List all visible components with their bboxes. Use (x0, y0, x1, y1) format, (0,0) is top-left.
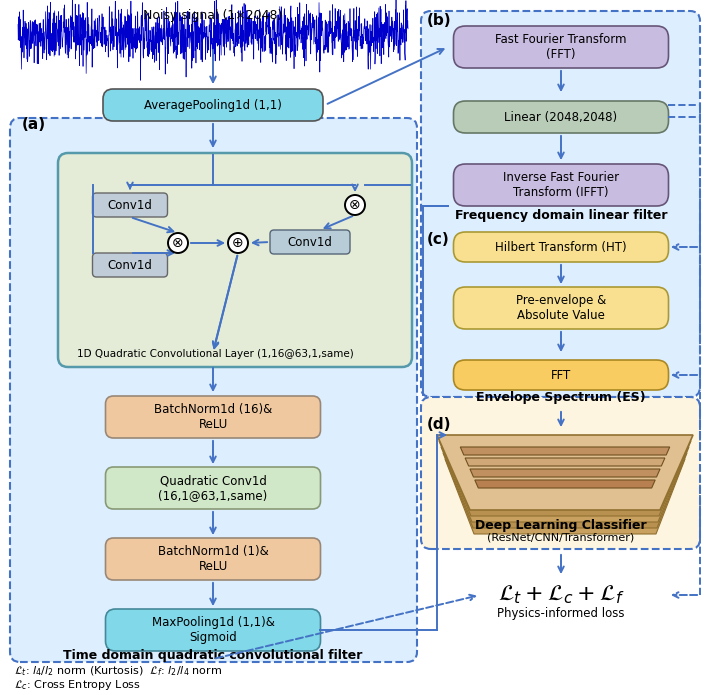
Text: ⊗: ⊗ (172, 236, 184, 250)
Text: Time domain quadratic convolutional filter: Time domain quadratic convolutional filt… (64, 648, 363, 662)
Text: $\mathcal{L}_t$: $l_4/l_2$ norm (Kurtosis)  $\mathcal{L}_f$: $l_2/l_4$ norm: $\mathcal{L}_t$: $l_4/l_2$ norm (Kurtosi… (14, 664, 222, 678)
FancyBboxPatch shape (421, 397, 700, 549)
FancyBboxPatch shape (10, 118, 417, 662)
Text: Quadratic Conv1d
(16,1@63,1,same): Quadratic Conv1d (16,1@63,1,same) (158, 474, 268, 502)
Text: Conv1d: Conv1d (107, 259, 152, 272)
Text: Deep Learning Classifier: Deep Learning Classifier (475, 518, 647, 532)
Text: Noisy signal (1×2048): Noisy signal (1×2048) (143, 8, 282, 22)
Text: $\mathcal{L}_c$: Cross Entropy Loss: $\mathcal{L}_c$: Cross Entropy Loss (14, 678, 141, 692)
Polygon shape (465, 458, 665, 466)
Text: (ResNet/CNN/Transformer): (ResNet/CNN/Transformer) (487, 533, 635, 543)
Polygon shape (443, 453, 687, 528)
FancyBboxPatch shape (105, 467, 321, 509)
FancyBboxPatch shape (270, 230, 350, 254)
Text: Envelope Spectrum (ES): Envelope Spectrum (ES) (476, 391, 646, 404)
FancyBboxPatch shape (105, 396, 321, 438)
Circle shape (228, 233, 248, 253)
Text: ⊕: ⊕ (232, 236, 244, 250)
Polygon shape (460, 447, 670, 455)
Text: Pre-envelope &
Absolute Value: Pre-envelope & Absolute Value (516, 294, 606, 322)
FancyBboxPatch shape (92, 253, 167, 277)
Polygon shape (445, 459, 685, 534)
FancyBboxPatch shape (103, 89, 323, 121)
Text: Hilbert Transform (HT): Hilbert Transform (HT) (495, 240, 627, 254)
FancyBboxPatch shape (105, 609, 321, 651)
FancyBboxPatch shape (453, 287, 669, 329)
Text: BatchNorm1d (16)&
ReLU: BatchNorm1d (16)& ReLU (154, 403, 272, 431)
Text: AveragePooling1d (1,1): AveragePooling1d (1,1) (144, 99, 282, 111)
Text: (c): (c) (427, 232, 450, 247)
Polygon shape (439, 441, 691, 516)
Text: MaxPooling1d (1,1)&
Sigmoid: MaxPooling1d (1,1)& Sigmoid (152, 616, 275, 644)
Text: ⊗: ⊗ (349, 198, 361, 212)
FancyBboxPatch shape (58, 153, 412, 367)
FancyBboxPatch shape (92, 193, 167, 217)
Text: BatchNorm1d (1)&
ReLU: BatchNorm1d (1)& ReLU (157, 545, 268, 573)
Text: Conv1d: Conv1d (107, 199, 152, 211)
FancyBboxPatch shape (105, 538, 321, 580)
FancyBboxPatch shape (453, 232, 669, 262)
Polygon shape (441, 447, 689, 522)
Circle shape (345, 195, 365, 215)
FancyBboxPatch shape (421, 11, 700, 397)
Text: Frequency domain linear filter: Frequency domain linear filter (455, 208, 667, 222)
Text: (d): (d) (427, 417, 452, 432)
Text: Fast Fourier Transform
(FFT): Fast Fourier Transform (FFT) (495, 33, 627, 61)
FancyBboxPatch shape (453, 101, 669, 133)
Text: 1D Quadratic Convolutional Layer (1,16@63,1,same): 1D Quadratic Convolutional Layer (1,16@6… (77, 349, 354, 359)
Text: Inverse Fast Fourier
Transform (IFFT): Inverse Fast Fourier Transform (IFFT) (503, 171, 619, 199)
Polygon shape (475, 480, 655, 488)
FancyBboxPatch shape (453, 360, 669, 390)
Text: Linear (2048,2048): Linear (2048,2048) (505, 111, 618, 124)
FancyBboxPatch shape (453, 26, 669, 68)
FancyBboxPatch shape (453, 164, 669, 206)
Text: (a): (a) (22, 117, 46, 132)
Polygon shape (437, 435, 693, 510)
Circle shape (168, 233, 188, 253)
Polygon shape (470, 469, 660, 477)
Text: FFT: FFT (551, 368, 571, 382)
Text: Conv1d: Conv1d (287, 236, 333, 249)
Text: (b): (b) (427, 13, 452, 28)
Text: $\mathcal{L}_t + \mathcal{L}_c + \mathcal{L}_f$: $\mathcal{L}_t + \mathcal{L}_c + \mathca… (498, 584, 624, 606)
Text: Physics-informed loss: Physics-informed loss (497, 607, 625, 619)
